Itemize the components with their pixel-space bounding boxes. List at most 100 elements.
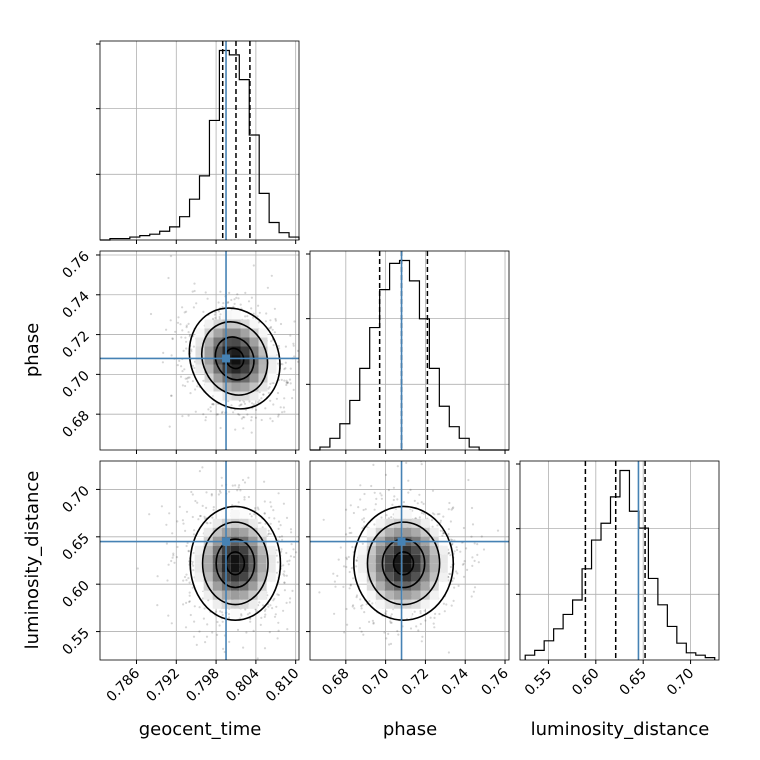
- sample-point: [281, 538, 284, 542]
- density-cell: [212, 527, 222, 537]
- density-cell: [240, 328, 250, 338]
- density-cell: [402, 563, 412, 573]
- sample-point: [283, 581, 286, 584]
- density-contour: [201, 321, 269, 396]
- sample-point: [456, 548, 459, 552]
- sample-point: [351, 605, 354, 608]
- density-cell: [393, 545, 403, 555]
- sample-point: [187, 414, 190, 417]
- density-cell: [257, 527, 267, 537]
- sample-point: [166, 579, 169, 582]
- sample-point: [252, 316, 255, 319]
- sample-point: [306, 552, 308, 554]
- sample-point: [219, 491, 222, 494]
- sample-point: [256, 506, 259, 509]
- sample-point: [204, 641, 207, 644]
- sample-point: [233, 298, 236, 301]
- density-cell: [204, 346, 214, 356]
- sample-point: [418, 516, 421, 519]
- density-cell: [240, 346, 250, 356]
- sample-point: [252, 403, 255, 406]
- sample-point: [205, 635, 209, 638]
- sample-point: [288, 559, 291, 562]
- density-cell: [384, 572, 394, 582]
- density-cell: [248, 563, 258, 573]
- sample-point: [243, 400, 246, 403]
- sample-point: [178, 505, 181, 508]
- panel-content: [100, 461, 310, 660]
- sample-point: [285, 574, 288, 577]
- sample-point: [192, 551, 195, 555]
- sample-point: [342, 565, 346, 568]
- density-cell: [366, 563, 376, 573]
- sample-point: [187, 549, 190, 553]
- sample-point: [213, 313, 216, 316]
- density-cell: [248, 545, 258, 555]
- x-tick-label: 0.74: [439, 665, 472, 698]
- sample-point: [443, 610, 446, 613]
- y-tick-label: 0.65: [59, 530, 92, 563]
- sample-point: [186, 541, 189, 545]
- sample-point: [277, 413, 280, 416]
- density-cell: [230, 581, 240, 591]
- sample-point: [184, 377, 187, 380]
- density-cell: [402, 581, 412, 591]
- sample-point: [247, 495, 250, 499]
- sample-point: [186, 377, 189, 380]
- sample-point: [191, 562, 194, 566]
- density-cell: [258, 382, 268, 392]
- density-cell: [249, 328, 259, 338]
- density-cell: [267, 364, 277, 374]
- sample-point: [439, 529, 442, 532]
- sample-point: [266, 594, 269, 597]
- sample-point: [206, 522, 209, 525]
- sample-point: [448, 501, 451, 505]
- sample-point: [307, 528, 309, 530]
- density-cell: [393, 509, 403, 519]
- sample-point: [360, 605, 363, 608]
- sample-point: [463, 560, 466, 563]
- sample-point: [455, 546, 458, 549]
- sample-point: [250, 515, 253, 518]
- sample-point: [407, 491, 410, 494]
- sample-point: [238, 404, 241, 407]
- sample-point: [136, 567, 139, 570]
- density-cell: [257, 563, 267, 573]
- sample-point: [451, 542, 454, 546]
- sample-point: [345, 508, 348, 511]
- sample-point: [442, 532, 445, 535]
- sample-point: [447, 508, 450, 511]
- density-cell: [231, 337, 241, 347]
- density-cell: [249, 382, 259, 392]
- sample-point: [186, 380, 189, 383]
- sample-point: [285, 551, 288, 555]
- sample-point: [169, 255, 173, 258]
- density-contour: [352, 505, 455, 621]
- sample-point: [291, 397, 294, 400]
- density-cell: [429, 590, 439, 600]
- sample-point: [277, 593, 280, 597]
- density-cell: [411, 590, 421, 600]
- sample-point: [441, 534, 444, 538]
- sample-point: [473, 586, 477, 589]
- sample-point: [254, 507, 257, 510]
- sample-point: [226, 301, 229, 304]
- sample-point: [273, 517, 276, 520]
- sample-point: [470, 506, 474, 510]
- x-tick-label: 0.76: [478, 665, 511, 698]
- density-cell: [438, 563, 448, 573]
- density-cell: [195, 364, 205, 374]
- sample-point: [260, 616, 263, 620]
- sample-point: [362, 517, 366, 520]
- panel-frame: [99, 40, 300, 241]
- density-cell: [429, 527, 439, 537]
- sample-point: [308, 492, 310, 494]
- sample-point: [389, 620, 392, 623]
- sample-point: [333, 612, 336, 615]
- sample-point: [167, 614, 170, 617]
- sample-point: [218, 315, 221, 319]
- density-cell: [222, 364, 232, 374]
- density-cell: [366, 545, 376, 555]
- sample-point: [202, 310, 205, 313]
- density-cell: [366, 581, 376, 591]
